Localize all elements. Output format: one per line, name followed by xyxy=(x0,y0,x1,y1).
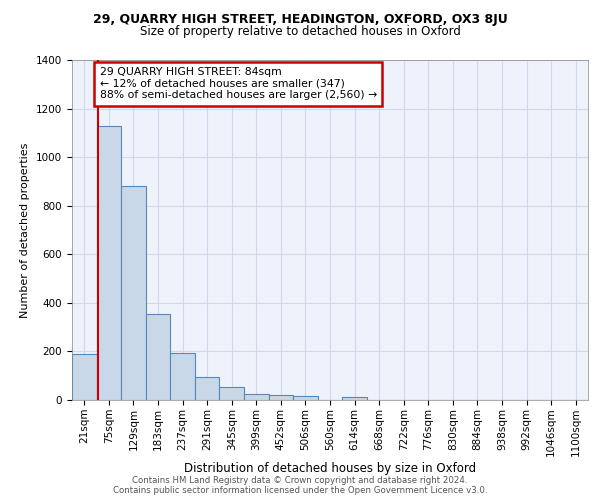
Bar xyxy=(170,352,195,400)
Bar xyxy=(97,126,121,400)
Y-axis label: Number of detached properties: Number of detached properties xyxy=(20,142,31,318)
Bar xyxy=(342,397,367,400)
Text: Contains HM Land Registry data © Crown copyright and database right 2024.
Contai: Contains HM Land Registry data © Crown c… xyxy=(113,476,487,495)
Bar xyxy=(244,394,269,400)
Text: 29, QUARRY HIGH STREET, HEADINGTON, OXFORD, OX3 8JU: 29, QUARRY HIGH STREET, HEADINGTON, OXFO… xyxy=(92,12,508,26)
Text: 29 QUARRY HIGH STREET: 84sqm
← 12% of detached houses are smaller (347)
88% of s: 29 QUARRY HIGH STREET: 84sqm ← 12% of de… xyxy=(100,68,377,100)
Bar xyxy=(269,394,293,400)
Bar xyxy=(146,314,170,400)
Bar xyxy=(121,186,146,400)
Bar xyxy=(195,378,220,400)
Bar xyxy=(220,388,244,400)
Bar xyxy=(293,396,318,400)
Bar xyxy=(72,354,97,400)
X-axis label: Distribution of detached houses by size in Oxford: Distribution of detached houses by size … xyxy=(184,462,476,475)
Text: Size of property relative to detached houses in Oxford: Size of property relative to detached ho… xyxy=(140,25,460,38)
